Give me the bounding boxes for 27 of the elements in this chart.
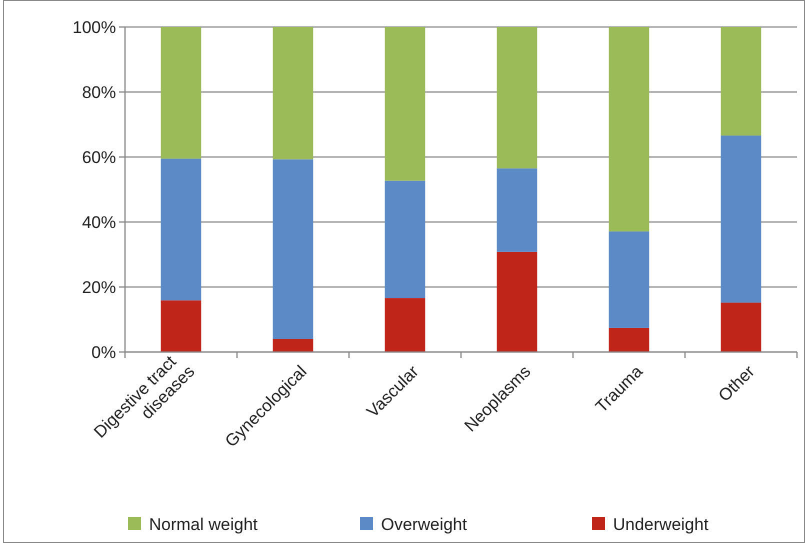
y-tick-label: 60% bbox=[82, 148, 116, 167]
bar bbox=[608, 328, 650, 352]
bar bbox=[720, 302, 762, 352]
bar bbox=[160, 300, 202, 352]
y-tick-label: 100% bbox=[72, 18, 116, 37]
bar bbox=[608, 27, 650, 232]
bar bbox=[272, 339, 314, 352]
bar bbox=[384, 27, 426, 181]
bar bbox=[496, 168, 538, 252]
bar bbox=[720, 136, 762, 303]
bar bbox=[720, 27, 762, 136]
bar bbox=[384, 180, 426, 298]
legend-label: Normal weight bbox=[149, 514, 258, 534]
legend-label: Overweight bbox=[381, 514, 468, 534]
y-tick-label: 80% bbox=[82, 82, 116, 102]
y-tick-label: 40% bbox=[82, 212, 116, 232]
bar bbox=[608, 231, 650, 328]
bar bbox=[160, 158, 202, 300]
bar bbox=[160, 27, 202, 159]
y-tick-label: 0% bbox=[91, 342, 116, 362]
bar bbox=[496, 27, 538, 168]
bar bbox=[384, 298, 426, 352]
legend-label: Underweight bbox=[613, 514, 709, 534]
y-tick-label: 20% bbox=[82, 278, 116, 297]
bar bbox=[272, 27, 314, 160]
bar bbox=[272, 159, 314, 339]
bar bbox=[496, 252, 538, 352]
